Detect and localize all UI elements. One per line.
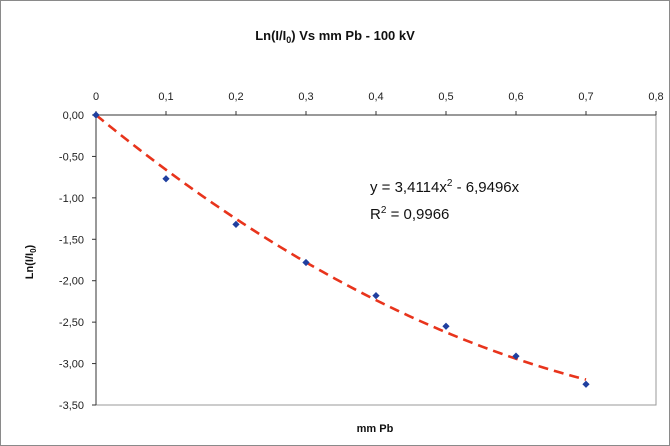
trendline — [95, 113, 587, 381]
plot-area — [95, 114, 657, 406]
x-tick-label: 0,3 — [298, 91, 313, 103]
x-axis-label: mm Pb — [357, 423, 394, 435]
data-point — [162, 175, 170, 183]
x-tick-label: 0,5 — [438, 91, 453, 103]
data-point — [232, 220, 240, 228]
data-point — [582, 380, 590, 388]
y-tick-label: -1,50 — [59, 234, 84, 246]
x-tick-label: 0,8 — [648, 91, 663, 103]
x-tick-label: 0,7 — [578, 91, 593, 103]
y-tick-label: -3,50 — [59, 400, 84, 412]
trend-equation: y = 3,4114x2 - 6,9496x — [370, 178, 520, 196]
y-tick-label: -2,50 — [59, 317, 84, 329]
x-tick-label: 0 — [93, 91, 99, 103]
y-tick-group: 0,00 -0,50 -1,00 -1,50 -2,00 -2,50 -3,00 -3,50 — [59, 110, 96, 412]
x-tick-label: 0,1 — [158, 91, 173, 103]
r-squared: R2 = 0,9966 — [370, 205, 449, 223]
y-tick-label: -1,00 — [59, 193, 84, 205]
y-tick-label: 0,00 — [63, 110, 84, 122]
chart-title: Ln(I/I0) Vs mm Pb - 100 kV — [255, 28, 415, 45]
y-axis-label: Ln(I/I0) — [24, 244, 38, 279]
data-points — [92, 111, 590, 388]
data-point — [92, 111, 100, 119]
y-tick-label: -3,00 — [59, 359, 84, 371]
x-tick-label: 0,6 — [508, 91, 523, 103]
x-tick-label: 0,2 — [228, 91, 243, 103]
x-tick-label: 0,4 — [368, 91, 383, 103]
data-point — [302, 258, 310, 267]
data-point — [372, 292, 380, 300]
x-tick-group: 0 0,1 0,2 0,3 0,4 0,5 0,6 0,7 0,8 — [93, 91, 664, 115]
data-point — [442, 322, 450, 330]
y-tick-label: -2,00 — [59, 276, 84, 288]
y-tick-label: -0,50 — [59, 151, 84, 163]
data-point — [512, 352, 520, 360]
